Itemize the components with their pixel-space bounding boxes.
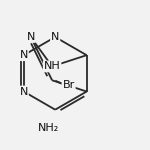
- Text: NH: NH: [44, 61, 60, 71]
- Text: NH₂: NH₂: [38, 123, 59, 133]
- Text: Br: Br: [63, 80, 75, 90]
- Text: N: N: [20, 87, 28, 96]
- Text: N: N: [27, 32, 35, 42]
- Text: N: N: [51, 32, 59, 42]
- Text: N: N: [20, 50, 28, 60]
